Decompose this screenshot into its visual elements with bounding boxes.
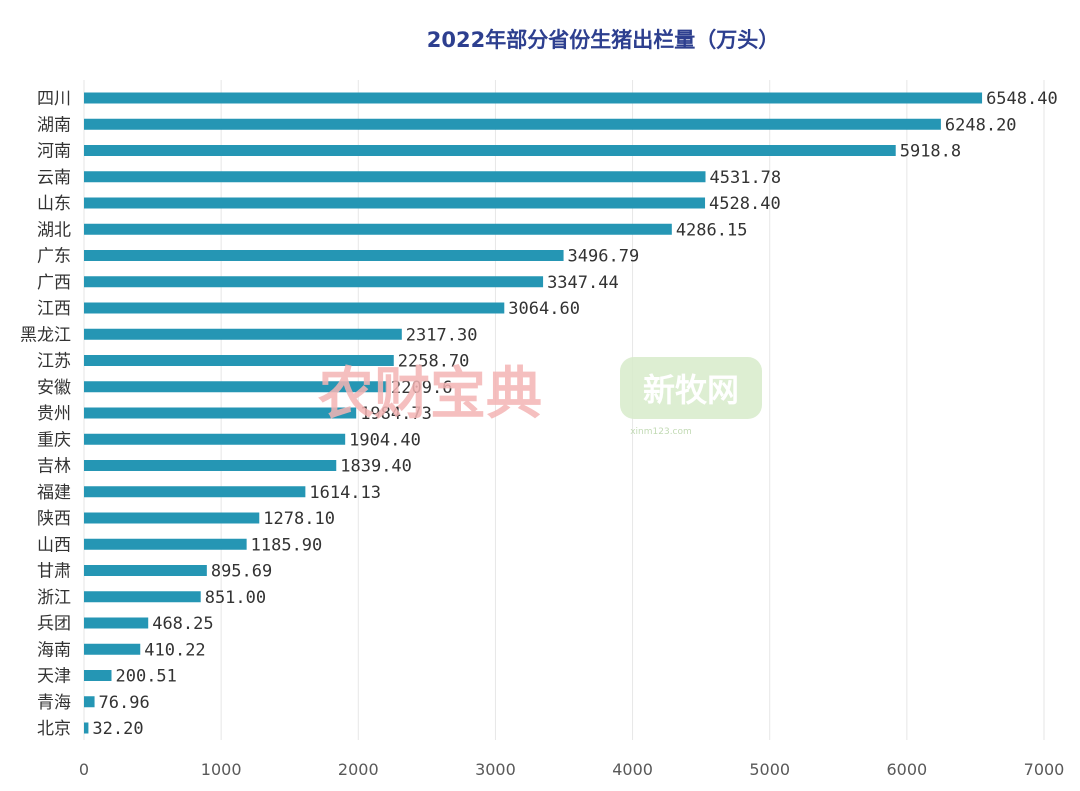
category-label: 山西 — [37, 535, 71, 555]
bar — [84, 433, 346, 445]
value-label: 2317.30 — [406, 325, 478, 345]
bar — [84, 617, 149, 629]
bar — [84, 407, 357, 419]
x-axis-ticks: 0 1000 2000 3000 4000 5000 6000 7000 — [79, 760, 1064, 779]
value-label: 3496.79 — [568, 247, 640, 267]
value-label: 6548.40 — [986, 89, 1058, 109]
bar — [84, 92, 983, 104]
bar — [84, 171, 706, 183]
bar — [84, 591, 201, 603]
category-label: 广东 — [37, 247, 71, 267]
value-label: 4286.15 — [676, 220, 748, 240]
category-label: 甘肃 — [37, 562, 71, 582]
value-label: 895.69 — [211, 562, 272, 582]
bar — [84, 696, 95, 708]
value-label: 3064.60 — [508, 299, 580, 319]
category-label: 吉林 — [37, 457, 71, 477]
watermark-right-badge — [620, 357, 762, 419]
category-label: 浙江 — [37, 588, 71, 608]
value-label: 851.00 — [205, 588, 266, 608]
bar — [84, 460, 337, 471]
category-label: 四川 — [37, 89, 71, 109]
value-label: 2258.70 — [398, 352, 470, 372]
value-label: 468.25 — [152, 614, 213, 634]
category-label: 云南 — [37, 168, 71, 188]
bar — [84, 355, 394, 366]
value-label: 1614.13 — [309, 483, 381, 503]
x-tick-label: 7000 — [1024, 760, 1065, 779]
category-label: 湖北 — [37, 220, 71, 240]
category-label: 青海 — [37, 693, 71, 713]
bar — [84, 486, 306, 498]
value-label: 5918.8 — [900, 142, 961, 162]
x-tick-label: 2000 — [338, 760, 379, 779]
bar — [84, 670, 112, 681]
value-label: 3347.44 — [547, 273, 619, 293]
bar — [84, 565, 207, 576]
value-label: 76.96 — [99, 693, 150, 713]
x-tick-label: 5000 — [749, 760, 790, 779]
bar — [84, 538, 247, 550]
value-label: 4531.78 — [710, 168, 782, 188]
watermark-right: 新牧网 — [643, 371, 739, 409]
category-label: 湖南 — [37, 115, 71, 135]
bar — [84, 223, 672, 235]
bar — [84, 145, 896, 156]
value-label: 1904.40 — [349, 430, 421, 450]
x-tick-label: 3000 — [475, 760, 516, 779]
value-label: 4528.40 — [709, 194, 781, 214]
bar — [84, 722, 89, 734]
category-labels: 四川湖南河南云南山东湖北广东广西江西黑龙江江苏安徽贵州重庆吉林福建陕西山西甘肃浙… — [20, 89, 71, 739]
bar — [84, 328, 402, 340]
bar — [84, 643, 141, 655]
watermarks: 农财宝典 新牧网 xinm123.com — [318, 357, 762, 437]
category-label: 天津 — [37, 667, 71, 687]
category-label: 广西 — [37, 273, 71, 293]
value-label: 200.51 — [115, 667, 176, 687]
value-label: 32.20 — [92, 719, 143, 739]
category-label: 贵州 — [37, 404, 71, 424]
value-label: 1185.90 — [251, 535, 323, 555]
category-label: 安徽 — [37, 378, 71, 398]
bars: 6548.40 6248.20 5918.8 4531.78 4528.40 4286.1… — [84, 89, 1058, 739]
category-label: 福建 — [37, 483, 71, 503]
category-label: 海南 — [37, 640, 71, 660]
bar — [84, 302, 505, 314]
x-tick-label: 0 — [79, 760, 89, 779]
watermark-left: 农财宝典 — [318, 362, 542, 427]
x-tick-label: 6000 — [886, 760, 927, 779]
x-tick-label: 1000 — [201, 760, 242, 779]
bar — [84, 197, 706, 209]
chart-title: 2022年部分省份生猪出栏量（万头） — [427, 28, 779, 52]
category-label: 重庆 — [37, 430, 71, 450]
category-label: 河南 — [37, 142, 71, 162]
bar — [84, 276, 544, 288]
category-label: 兵团 — [37, 614, 71, 634]
value-label: 2209.6 — [391, 378, 452, 398]
bar — [84, 512, 260, 524]
category-label: 江西 — [37, 299, 71, 319]
bar — [84, 118, 941, 130]
x-tick-label: 4000 — [612, 760, 653, 779]
value-label: 6248.20 — [945, 115, 1017, 135]
value-label: 1839.40 — [340, 457, 412, 477]
bar — [84, 250, 564, 261]
category-label: 黑龙江 — [20, 325, 71, 345]
category-label: 北京 — [37, 719, 71, 739]
value-label: 1984.73 — [360, 404, 432, 424]
category-label: 山东 — [37, 194, 71, 214]
category-label: 陕西 — [37, 509, 71, 529]
category-label: 江苏 — [37, 352, 71, 372]
bar — [84, 381, 388, 393]
watermark-right-sub: xinm123.com — [630, 427, 692, 437]
value-label: 410.22 — [144, 640, 205, 660]
value-label: 1278.10 — [263, 509, 335, 529]
